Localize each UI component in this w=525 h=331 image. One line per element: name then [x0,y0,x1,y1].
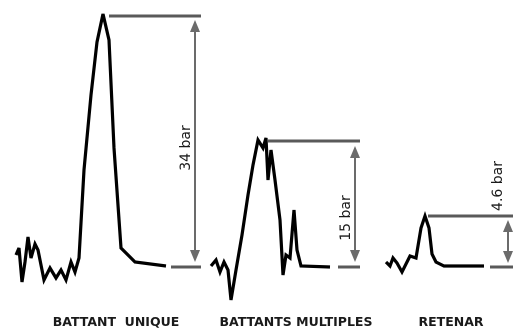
panel-battants-multiples: 15 bar BATTANTS MULTIPLES [209,135,373,329]
panel-battant-unique: 34 bar BATTANT UNIQUE [14,13,201,329]
arrow-down-icon [190,250,200,262]
arrow-up-icon [503,220,513,232]
pressure-trace-battant-unique [14,13,167,285]
arrow-down-icon [350,250,360,262]
pressure-label-retenar: 4.6 bar [490,161,506,211]
caption-battant-unique: BATTANT UNIQUE [53,314,180,329]
arrow-up-icon [190,20,200,32]
caption-battants-multiples: BATTANTS MULTIPLES [220,314,373,329]
panel-retenar: 4.6 bar RETENAR [384,161,513,329]
caption-retenar: RETENAR [419,314,484,329]
pressure-trace-retenar [384,210,484,276]
pressure-label-battants-multiples: 15 bar [338,195,354,241]
pressure-label-battant-unique: 34 bar [178,125,194,171]
arrow-down-icon [503,251,513,263]
arrow-up-icon [350,146,360,158]
pressure-trace-battants-multiples [209,135,331,301]
